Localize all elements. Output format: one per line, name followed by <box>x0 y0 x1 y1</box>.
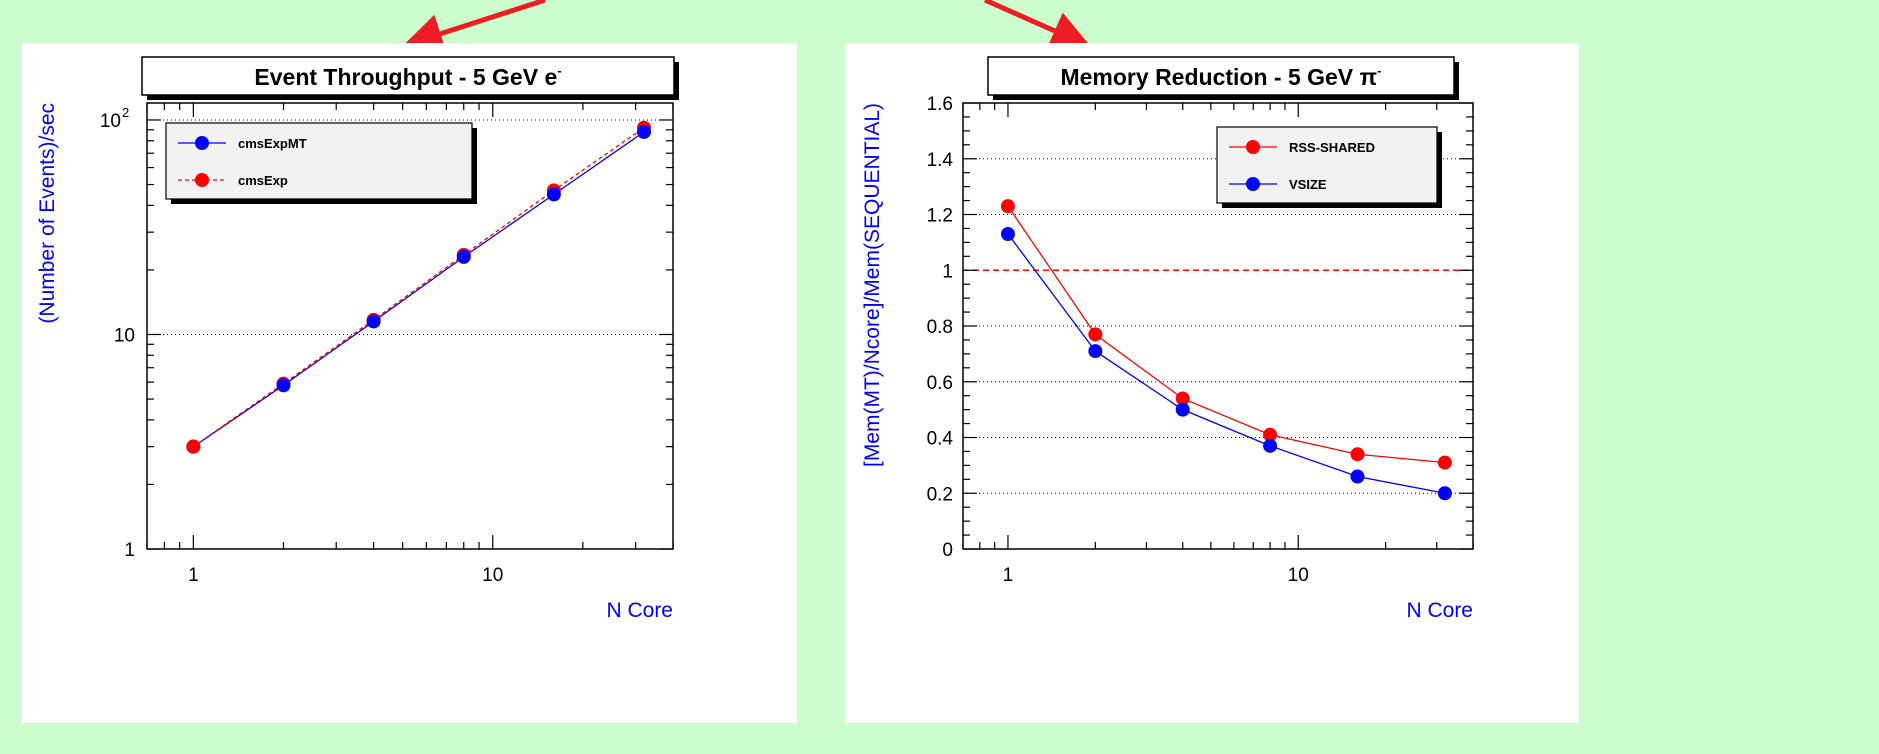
y-tick-label: 0 <box>942 540 953 561</box>
x-tick-label: 10 <box>482 565 503 586</box>
legend-marker-RSS-SHARED <box>1246 140 1260 154</box>
legend-marker-VSIZE <box>1246 177 1260 191</box>
y-tick-label: 0.8 <box>927 317 953 338</box>
chart-title: Memory Reduction - 5 GeV π- <box>1060 63 1381 90</box>
y-tick-label: 0.2 <box>927 484 953 505</box>
legend-label: VSIZE <box>1289 177 1327 192</box>
legend-label: RSS-SHARED <box>1289 140 1375 155</box>
title-box <box>141 56 675 96</box>
marker-VSIZE <box>1175 402 1190 417</box>
series-line-cmsExpMT <box>193 131 645 448</box>
marker-RSS-SHARED <box>1000 199 1015 214</box>
memory-chart: Memory Reduction - 5 GeV π- 1 10 0 0.2 0.4 0.6… <box>861 56 1474 622</box>
chart-title-superscript: - <box>1377 63 1381 78</box>
y-tick-label-exponent: 2 <box>122 105 129 120</box>
marker-cmsExpMT <box>276 378 291 393</box>
marker-VSIZE <box>1088 344 1103 359</box>
marker-VSIZE <box>1350 469 1365 484</box>
marker-VSIZE <box>1437 486 1452 501</box>
series-line-cmsExp <box>193 127 645 448</box>
memory-chart-panel: Memory Reduction - 5 GeV π- 1 10 0 0.2 0.4 0.6… <box>845 43 1579 723</box>
legend-box <box>1216 126 1438 204</box>
arrow-right <box>983 0 1092 50</box>
legend-marker-cmsExp <box>195 173 209 187</box>
x-axis-label: N Core <box>606 599 673 622</box>
title-box <box>987 56 1455 96</box>
y-tick-label: 1 <box>942 261 953 282</box>
chart-title-superscript: - <box>557 63 561 78</box>
series-line-VSIZE <box>1007 233 1445 494</box>
x-tick-label: 10 <box>1288 565 1309 586</box>
y-tick-label: 10 <box>114 325 135 346</box>
marker-RSS-SHARED <box>1263 427 1278 442</box>
marker-cmsExpMT <box>366 314 381 329</box>
y-axis-label: [Mem(MT)/Ncore]/Mem(SEQUENTIAL) <box>861 103 884 467</box>
plot-frame <box>146 102 674 550</box>
marker-cmsExp <box>186 439 201 454</box>
y-tick-label: 1.2 <box>927 206 953 227</box>
y-tick-label: 10 <box>100 111 121 132</box>
marker-cmsExpMT <box>636 124 651 139</box>
y-tick-label: 0.6 <box>927 373 953 394</box>
marker-RSS-SHARED <box>1175 391 1190 406</box>
x-tick-label: 1 <box>1003 565 1014 586</box>
throughput-chart-panel: Event Throughput - 5 GeV e- 1 10 1 10 10 2 N Co… <box>22 43 797 723</box>
marker-VSIZE <box>1263 438 1278 453</box>
marker-RSS-SHARED <box>1437 455 1452 470</box>
marker-VSIZE <box>1000 227 1015 242</box>
y-tick-label: 1.6 <box>927 94 953 115</box>
y-tick-label: 1 <box>124 540 135 561</box>
y-axis-label: (Number of Events)/sec <box>36 103 59 324</box>
marker-RSS-SHARED <box>1350 447 1365 462</box>
y-tick-label: 0.4 <box>927 429 954 450</box>
marker-cmsExpMT <box>546 187 561 202</box>
y-tick-label: 1.4 <box>927 150 954 171</box>
legend-label: cmsExpMT <box>238 136 307 151</box>
legend-label: cmsExp <box>238 173 288 188</box>
marker-cmsExpMT <box>456 249 471 264</box>
legend-marker-cmsExpMT <box>195 136 209 150</box>
x-tick-label: 1 <box>188 565 199 586</box>
x-axis-label: N Core <box>1406 599 1473 622</box>
series-line-RSS-SHARED <box>1007 205 1445 464</box>
arrow-left <box>402 0 546 53</box>
pointer-arrows <box>402 0 1092 53</box>
legend-box <box>165 122 473 200</box>
marker-RSS-SHARED <box>1088 327 1103 342</box>
chart-title: Event Throughput - 5 GeV e- <box>254 63 561 90</box>
